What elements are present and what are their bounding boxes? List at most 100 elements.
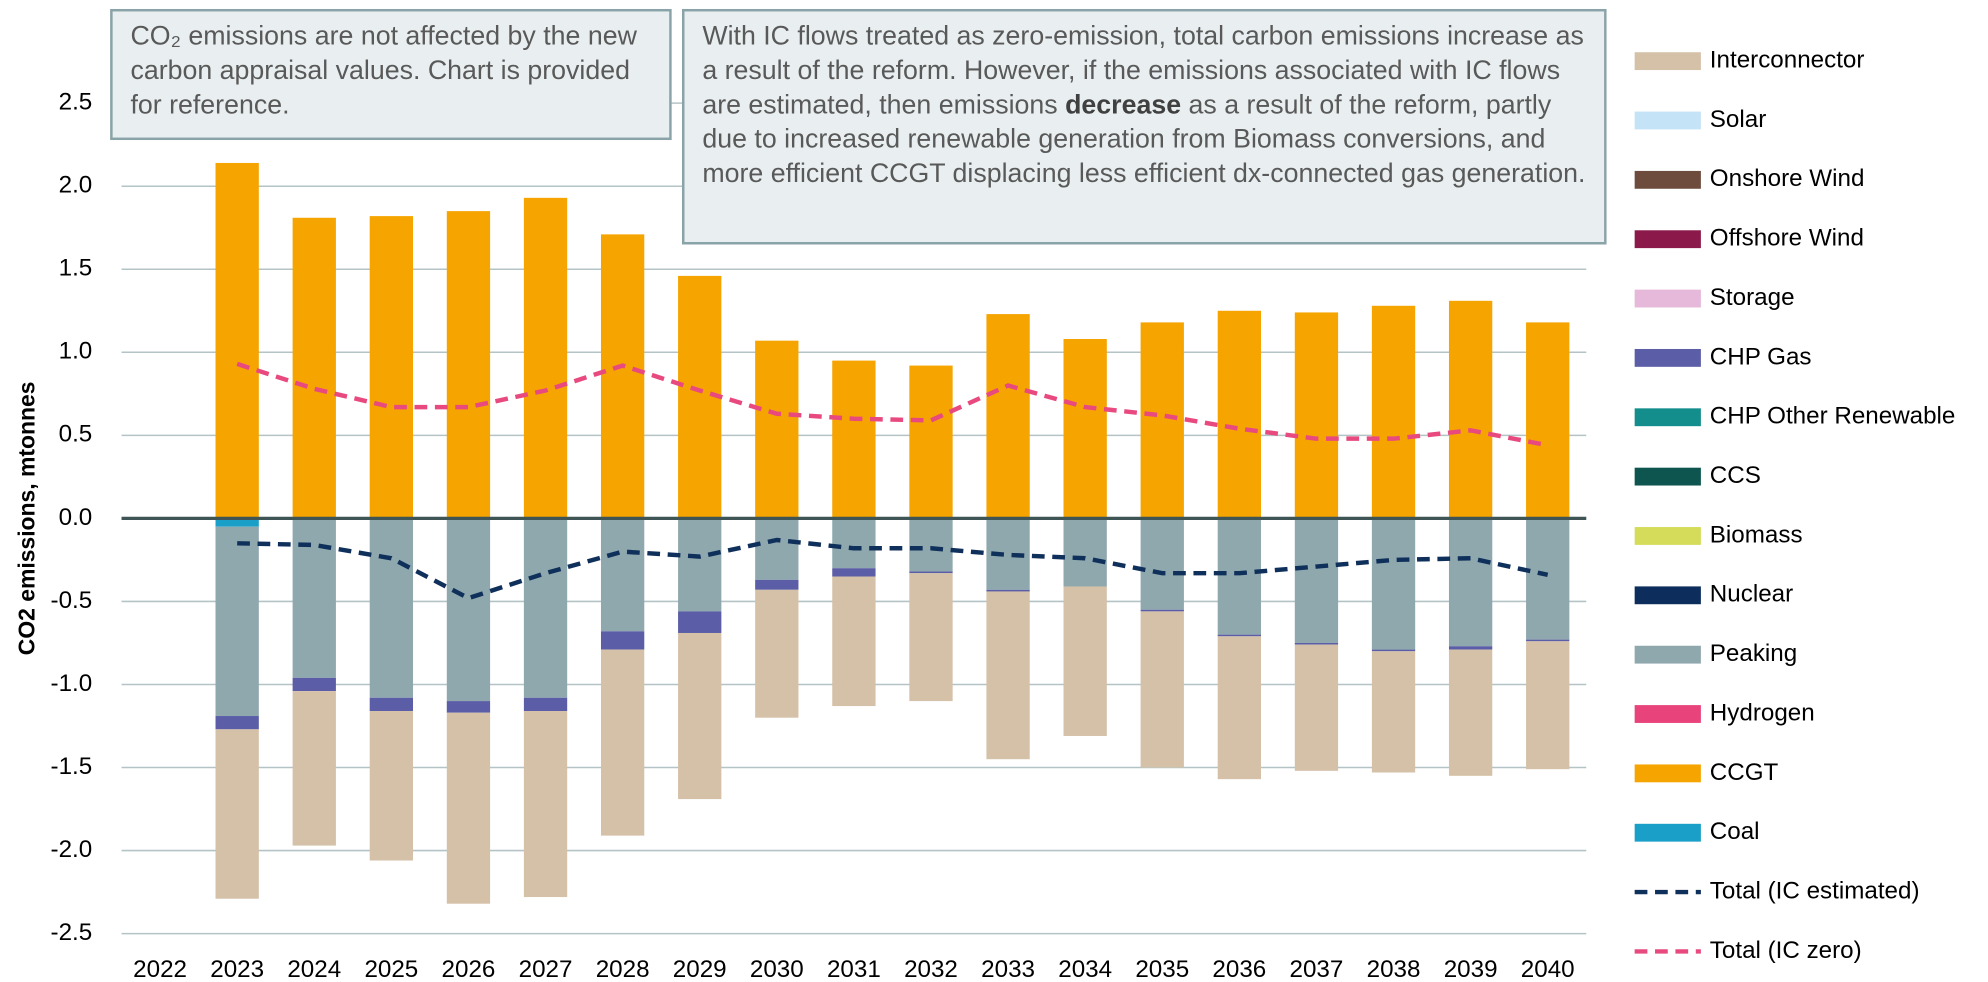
x-tick-label: 2024 (287, 956, 341, 982)
bar-segment (832, 518, 876, 569)
annotation-box: With IC flows treated as zero-emission, … (681, 8, 1607, 245)
bar-segment (369, 518, 414, 698)
bar-segment (369, 697, 414, 712)
bar-segment (1063, 518, 1107, 587)
bar-segment (1217, 518, 1262, 635)
bar-segment (755, 340, 799, 519)
y-tick-label: 0.0 (59, 504, 93, 531)
x-tick-label: 2029 (673, 956, 727, 982)
bar-segment (1526, 518, 1570, 640)
bar-segment (909, 571, 953, 574)
y-tick-label: 1.5 (59, 255, 93, 282)
x-tick-label: 2026 (442, 956, 496, 982)
x-tick-label: 2031 (827, 956, 881, 982)
annotation-text: With IC flows treated as zero-emission, … (702, 21, 1584, 120)
bar-segment (215, 162, 259, 519)
bar-segment (1217, 310, 1262, 519)
x-tick-label: 2023 (210, 956, 264, 982)
legend-label: CHP Other Renewable (1710, 403, 1956, 430)
annotation-text: as a result of the reform, partly due to… (702, 90, 1586, 189)
bar-segment (909, 518, 953, 572)
y-tick-label: -0.5 (51, 587, 93, 614)
bar-segment (215, 716, 259, 730)
legend-label: CHP Gas (1710, 343, 1812, 370)
legend-label: CCGT (1710, 759, 1779, 786)
legend-swatch (1634, 170, 1701, 189)
bar-segment (755, 579, 799, 590)
legend-label: Coal (1710, 818, 1760, 845)
y-tick-label: 1.0 (59, 338, 93, 365)
bar-segment (1448, 649, 1493, 776)
annotation-box: CO₂ emissions are not affected by the ne… (110, 8, 672, 141)
x-tick-label: 2027 (519, 956, 573, 982)
bar-segment (909, 573, 953, 702)
x-tick-label: 2032 (904, 956, 958, 982)
bar-segment (678, 611, 722, 633)
legend-swatch (1634, 52, 1701, 71)
legend-label: Hydrogen (1710, 699, 1815, 726)
bar-segment (600, 518, 645, 632)
x-tick-label: 2033 (981, 956, 1035, 982)
bar-segment (523, 711, 568, 898)
y-tick-label: -2.5 (51, 919, 93, 946)
x-tick-label: 2034 (1058, 956, 1112, 982)
bar-segment (1371, 305, 1416, 519)
bar-segment (446, 712, 491, 904)
bar-segment (832, 360, 876, 519)
bar-segment (1526, 322, 1570, 519)
legend-label: Total (IC estimated) (1710, 877, 1920, 904)
legend-label: Onshore Wind (1710, 165, 1865, 192)
y-tick-label: -2.0 (51, 836, 93, 863)
legend-swatch (1634, 527, 1701, 545)
annotation: With IC flows treated as zero-emission, … (681, 8, 1607, 245)
bar-segment (755, 518, 799, 580)
bar-segment (1448, 300, 1493, 519)
legend-swatch (1634, 111, 1701, 130)
legend-label: Interconnector (1710, 47, 1865, 74)
legend-swatch (1634, 289, 1701, 308)
bar-segment (678, 518, 722, 612)
y-tick-label: 2.0 (59, 172, 93, 199)
bar-segment (215, 518, 259, 527)
bar-segment (292, 217, 336, 519)
bar-segment (755, 589, 799, 718)
bar-segment (369, 216, 414, 519)
bar-segment (986, 314, 1030, 519)
bar-segment (1294, 642, 1339, 645)
legend-label: Biomass (1710, 521, 1803, 548)
bar-segment (1448, 646, 1493, 650)
x-tick-label: 2035 (1135, 956, 1189, 982)
bar-segment (1140, 518, 1184, 610)
bar-segment (1294, 644, 1339, 771)
bar-segment (1526, 639, 1570, 642)
legend-swatch (1634, 705, 1701, 723)
legend-label: Nuclear (1710, 581, 1793, 608)
bar-segment (523, 197, 568, 519)
legend-label: Solar (1710, 106, 1766, 133)
annotation: CO₂ emissions are not affected by the ne… (110, 8, 672, 141)
bar-segment (1140, 611, 1184, 768)
x-tick-label: 2025 (364, 956, 418, 982)
bar-segment (523, 518, 568, 698)
bar-segment (446, 518, 491, 702)
y-tick-label: -1.5 (51, 753, 93, 780)
bar-segment (600, 234, 645, 519)
bar-segment (678, 632, 722, 800)
bar-segment (215, 729, 259, 899)
bar-segment (1063, 586, 1107, 736)
legend-swatch (1634, 823, 1701, 842)
bar-segment (369, 711, 414, 861)
legend-swatch (1634, 408, 1701, 427)
legend-label: Offshore Wind (1710, 225, 1864, 252)
bar-segment (1140, 609, 1184, 612)
y-axis-title: CO2 emissions, mtonnes (14, 382, 40, 656)
annotation-text: decrease (1065, 90, 1182, 120)
bar-segment (909, 365, 953, 519)
bar-segment (1140, 322, 1184, 519)
legend-swatch (1634, 586, 1701, 605)
bar-segment (832, 576, 876, 707)
bar-segment (1448, 518, 1493, 647)
bar-segment (1371, 518, 1416, 650)
legend-swatch (1634, 348, 1701, 367)
